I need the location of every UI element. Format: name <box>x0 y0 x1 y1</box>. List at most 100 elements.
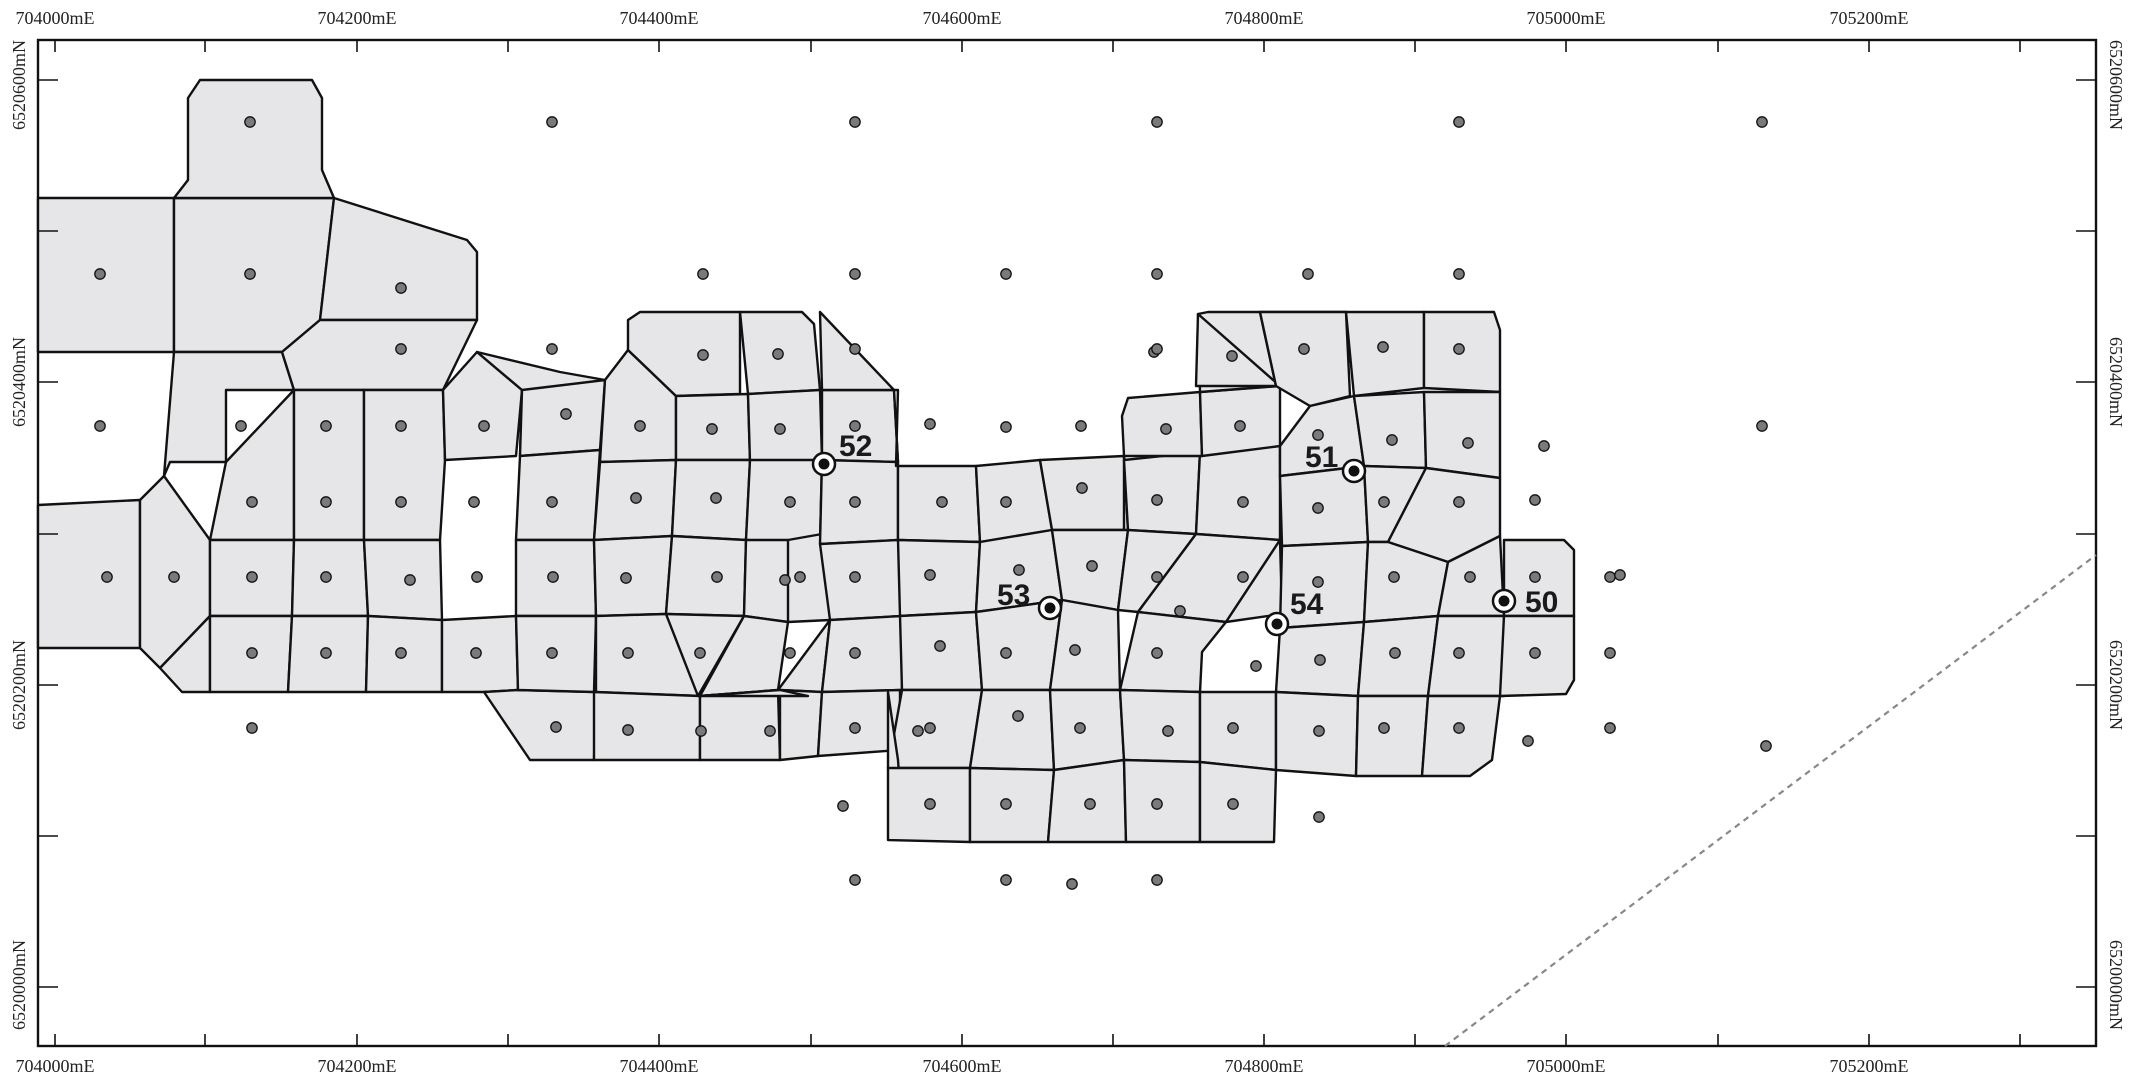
sample-point-icon <box>235 420 247 432</box>
sample-point-icon <box>1760 740 1772 752</box>
well-50[interactable]: 50 <box>1491 586 1558 619</box>
well-50-center-icon <box>1498 595 1510 607</box>
sample-point-icon <box>764 725 776 737</box>
polygon-cell <box>664 534 748 618</box>
polygon-cell <box>1122 450 1202 536</box>
polygon-cell <box>1420 694 1502 778</box>
sample-point-icon <box>395 647 407 659</box>
sample-point-icon <box>1529 494 1541 506</box>
polygon-cell <box>968 688 1056 772</box>
y-tick-label-left: 6520600mN <box>9 40 29 130</box>
sample-point-icon <box>622 647 634 659</box>
polygon-cell <box>1118 610 1228 694</box>
sample-point-icon <box>849 116 861 128</box>
sample-point-icon <box>320 420 332 432</box>
sample-point-icon <box>1237 496 1249 508</box>
sample-point-icon <box>246 496 258 508</box>
sample-point-icon <box>849 268 861 280</box>
sample-point-icon <box>470 647 482 659</box>
sample-point-icon <box>1453 647 1465 659</box>
sample-point-icon <box>168 571 180 583</box>
sample-point-icon <box>395 420 407 432</box>
sample-point-icon <box>1538 440 1550 452</box>
polygon-cell <box>280 318 479 392</box>
x-tick-label-bottom: 705000mE <box>1527 1056 1606 1076</box>
sample-point-icon <box>546 496 558 508</box>
sample-point-icon <box>1174 605 1186 617</box>
well-51[interactable]: 51 <box>1305 441 1367 484</box>
y-axis-left-labels: 6520600mN 6520400mN 6520200mN 6520000mN <box>9 40 29 1030</box>
sample-point-icon <box>634 420 646 432</box>
polygon-cell <box>292 388 366 542</box>
x-tick-label-top: 705000mE <box>1527 8 1606 28</box>
sample-point-icon <box>1227 798 1239 810</box>
y-tick-label-right: 6520600mN <box>2106 40 2126 130</box>
sample-point-icon <box>320 496 332 508</box>
sample-point-icon <box>1237 571 1249 583</box>
sample-point-icon <box>849 647 861 659</box>
x-tick-label-top: 705200mE <box>1830 8 1909 28</box>
polygon-cell <box>1048 688 1126 772</box>
sample-point-icon <box>1604 647 1616 659</box>
sample-point-icon <box>1151 647 1163 659</box>
x-tick-label-top: 704600mE <box>923 8 1002 28</box>
y-tick-label-right: 6520200mN <box>2106 640 2126 730</box>
sample-point-icon <box>246 722 258 734</box>
x-tick-label-bottom: 704600mE <box>923 1056 1002 1076</box>
sample-point-icon <box>1227 722 1239 734</box>
sample-point-icon <box>1084 798 1096 810</box>
sample-point-icon <box>1298 343 1310 355</box>
sample-point-icon <box>478 420 490 432</box>
sample-point-icon <box>246 647 258 659</box>
sample-point-icon <box>1151 571 1163 583</box>
polygon-cell <box>1422 390 1502 480</box>
polygon-cell <box>968 766 1056 844</box>
polygon-cell <box>1120 390 1204 458</box>
x-axis-top-labels: 704000mE 704200mE 704400mE 704600mE 7048… <box>16 8 1909 28</box>
well-53[interactable]: 53 <box>997 579 1063 621</box>
sample-point-icon <box>1000 647 1012 659</box>
sample-point-icon <box>1226 350 1238 362</box>
sample-point-icon <box>697 268 709 280</box>
x-tick-label-bottom: 704400mE <box>620 1056 699 1076</box>
sample-point-icon <box>620 572 632 584</box>
sample-point-icon <box>471 571 483 583</box>
x-tick-label-top: 704200mE <box>318 8 397 28</box>
sample-point-icon <box>849 496 861 508</box>
sample-point-icon <box>1453 722 1465 734</box>
sample-point-icon <box>1522 735 1534 747</box>
well-54-center-icon <box>1271 618 1283 630</box>
sample-point-icon <box>1386 434 1398 446</box>
sample-point-icon <box>1234 420 1246 432</box>
sample-point-icon <box>697 349 709 361</box>
x-tick-label-bottom: 704000mE <box>16 1056 95 1076</box>
sample-point-icon <box>1314 654 1326 666</box>
sample-point-icon <box>1756 420 1768 432</box>
sample-point-icon <box>1453 343 1465 355</box>
polygon-cell <box>1118 688 1202 764</box>
sample-point-icon <box>1378 722 1390 734</box>
sample-point-icon <box>395 343 407 355</box>
sample-point-icon <box>560 408 572 420</box>
well-52[interactable]: 52 <box>811 430 872 477</box>
sample-point-icon <box>546 116 558 128</box>
polygon-cell <box>744 458 824 546</box>
sample-point-icon <box>1462 437 1474 449</box>
sample-point-icon <box>1388 571 1400 583</box>
sample-point-icon <box>1453 116 1465 128</box>
polygon-cell <box>441 350 524 462</box>
sample-point-icon <box>1000 874 1012 886</box>
sample-point-icon <box>924 418 936 430</box>
well-53-label: 53 <box>997 579 1030 612</box>
sample-point-icon <box>706 423 718 435</box>
sample-point-icon <box>1453 268 1465 280</box>
sample-point-icon <box>1086 560 1098 572</box>
well-53-center-icon <box>1044 602 1056 614</box>
sample-point-icon <box>404 574 416 586</box>
sample-point-icon <box>794 571 806 583</box>
sample-point-icon <box>1151 116 1163 128</box>
sample-point-icon <box>1614 569 1626 581</box>
y-axis-right-labels: 6520600mN 6520400mN 6520200mN 6520000mN <box>2106 40 2126 1030</box>
well-54[interactable]: 54 <box>1264 588 1324 637</box>
